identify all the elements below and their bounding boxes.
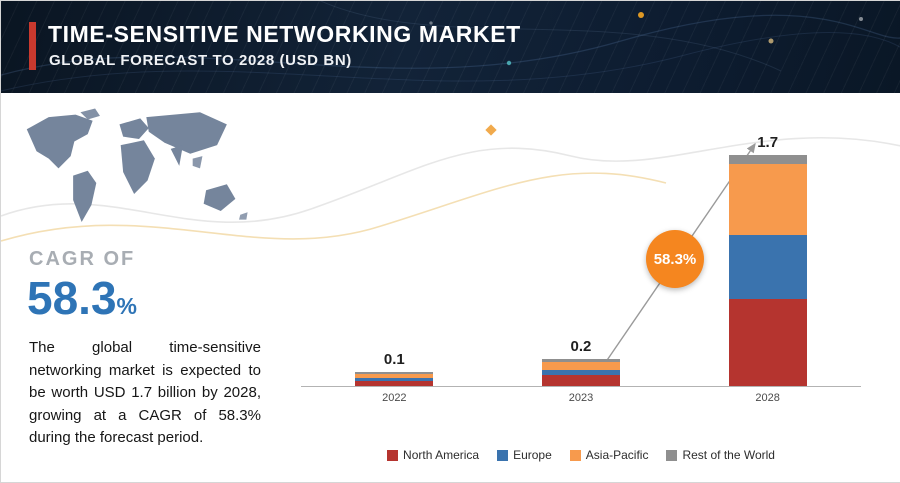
page-subtitle: GLOBAL FORECAST TO 2028 (USD BN)	[49, 52, 352, 69]
bar-total-2023: 0.2	[570, 337, 592, 355]
x-tick-2022: 2022	[382, 392, 407, 404]
legend-swatch-north-america	[387, 449, 399, 461]
bar-slot-2023: 0.2 2023	[541, 129, 620, 404]
cagr-percent-sign: %	[116, 293, 137, 319]
market-description: The global time-sensitive networking mar…	[29, 339, 261, 446]
cagr-label: CAGR OF	[29, 248, 136, 270]
bar-2022	[355, 372, 434, 386]
bar-segment-asia-pacific-2028	[728, 164, 807, 236]
bar-2023	[541, 358, 620, 386]
bar-segment-north-america-2022	[355, 380, 434, 386]
title-accent-bar	[29, 22, 36, 70]
bar-slot-2022: 0.1 2022	[355, 129, 434, 404]
x-tick-2028: 2028	[755, 392, 780, 404]
cagr-number: 58.3	[27, 272, 117, 324]
bar-total-2022: 0.1	[383, 351, 405, 369]
legend-label-north-america: North America	[403, 448, 480, 462]
legend-label-asia-pacific: Asia-Pacific	[585, 448, 649, 462]
bar-segment-asia-pacific-2023	[541, 361, 620, 370]
bar-segment-asia-pacific-2022	[355, 373, 434, 378]
world-map	[26, 108, 248, 223]
legend-item-north-america: North America	[387, 448, 479, 462]
header-banner: TIME-SENSITIVE NETWORKING MARKET GLOBAL …	[1, 1, 900, 93]
legend-label-rest-of-the-world: Rest of the World	[682, 448, 775, 462]
bar-slot-2028: 1.7 2028	[728, 129, 807, 404]
bar-segment-rest-of-the-world-2028	[728, 154, 807, 165]
legend-swatch-europe	[497, 449, 509, 461]
bar-segment-europe-2023	[541, 369, 620, 376]
page-title: TIME-SENSITIVE NETWORKING MARKET	[48, 21, 521, 47]
bar-segment-europe-2028	[728, 235, 807, 299]
bar-segment-rest-of-the-world-2023	[541, 358, 620, 362]
bar-chart: 0.1 2022 0.2 2023 1.7 2028	[301, 129, 861, 404]
legend-item-asia-pacific: Asia-Pacific	[569, 448, 649, 462]
legend-swatch-rest-of-the-world	[666, 449, 678, 461]
legend-label-europe: Europe	[513, 448, 552, 462]
bar-2028	[728, 154, 807, 386]
chart-legend: North America Europe Asia-Pacific Rest of t…	[301, 448, 861, 462]
cagr-value: 58.3%	[27, 271, 137, 325]
cagr-badge: 58.3%	[646, 230, 704, 288]
legend-swatch-asia-pacific	[569, 449, 581, 461]
x-tick-2023: 2023	[568, 392, 594, 404]
bar-segment-north-america-2023	[541, 375, 620, 386]
bar-segment-europe-2022	[355, 377, 434, 381]
bar-total-2028: 1.7	[757, 133, 779, 151]
bar-segment-north-america-2028	[728, 298, 807, 386]
bar-segment-rest-of-the-world-2022	[355, 372, 434, 374]
legend-item-rest-of-the-world: Rest of the World	[666, 448, 775, 462]
legend-item-europe: Europe	[497, 448, 552, 462]
